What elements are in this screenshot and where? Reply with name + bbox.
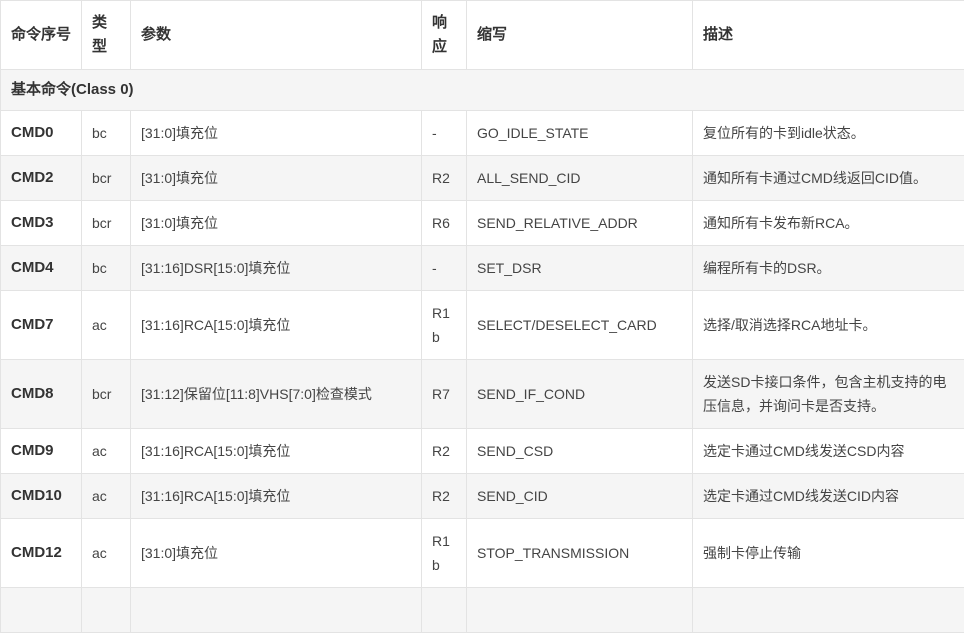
cell-resp: R2 (422, 429, 467, 474)
cell-param: [31:0]填充位 (131, 519, 422, 588)
empty-cell (693, 588, 964, 633)
cell-desc: 复位所有的卡到idle状态。 (693, 111, 964, 156)
header-row: 命令序号 类型 参数 响应 缩写 描述 (1, 1, 964, 70)
partial-next-row (1, 588, 964, 633)
cell-desc: 编程所有卡的DSR。 (693, 246, 964, 291)
cell-type: ac (82, 291, 131, 360)
cell-resp: R6 (422, 201, 467, 246)
cell-abbr: SELECT/DESELECT_CARD (467, 291, 693, 360)
cell-param: [31:16]RCA[15:0]填充位 (131, 474, 422, 519)
cell-type: bc (82, 246, 131, 291)
cell-param: [31:0]填充位 (131, 111, 422, 156)
cell-resp: R2 (422, 474, 467, 519)
cell-desc: 通知所有卡发布新RCA。 (693, 201, 964, 246)
cell-cmd: CMD2 (1, 156, 82, 201)
cell-param: [31:12]保留位[11:8]VHS[7:0]检查模式 (131, 360, 422, 429)
cell-desc: 选定卡通过CMD线发送CSD内容 (693, 429, 964, 474)
cell-cmd: CMD8 (1, 360, 82, 429)
cell-resp: - (422, 111, 467, 156)
cell-type: ac (82, 474, 131, 519)
section-row-class0: 基本命令(Class 0) (1, 70, 964, 111)
section-label: 基本命令(Class 0) (1, 70, 964, 111)
cell-abbr: SEND_IF_COND (467, 360, 693, 429)
col-header-type: 类型 (82, 1, 131, 70)
cell-cmd: CMD3 (1, 201, 82, 246)
cell-cmd: CMD12 (1, 519, 82, 588)
cell-type: bcr (82, 360, 131, 429)
cell-abbr: SEND_CID (467, 474, 693, 519)
cell-abbr: SEND_RELATIVE_ADDR (467, 201, 693, 246)
cell-resp: R2 (422, 156, 467, 201)
cell-param: [31:16]RCA[15:0]填充位 (131, 291, 422, 360)
cell-type: bcr (82, 201, 131, 246)
empty-cell (422, 588, 467, 633)
cell-abbr: ALL_SEND_CID (467, 156, 693, 201)
cell-desc: 通知所有卡通过CMD线返回CID值。 (693, 156, 964, 201)
cell-type: ac (82, 519, 131, 588)
cell-param: [31:0]填充位 (131, 156, 422, 201)
empty-cell (467, 588, 693, 633)
cell-abbr: SET_DSR (467, 246, 693, 291)
empty-cell (1, 588, 82, 633)
cell-param: [31:16]DSR[15:0]填充位 (131, 246, 422, 291)
cell-type: bc (82, 111, 131, 156)
cell-cmd: CMD7 (1, 291, 82, 360)
cell-param: [31:16]RCA[15:0]填充位 (131, 429, 422, 474)
col-header-parameter: 参数 (131, 1, 422, 70)
cell-cmd: CMD0 (1, 111, 82, 156)
cell-resp: R1b (422, 291, 467, 360)
cell-cmd: CMD10 (1, 474, 82, 519)
empty-cell (82, 588, 131, 633)
cell-cmd: CMD9 (1, 429, 82, 474)
cell-desc: 发送SD卡接口条件，包含主机支持的电压信息，并询问卡是否支持。 (693, 360, 964, 429)
cell-resp: R1b (422, 519, 467, 588)
cell-abbr: SEND_CSD (467, 429, 693, 474)
cell-desc: 强制卡停止传输 (693, 519, 964, 588)
col-header-command-number: 命令序号 (1, 1, 82, 70)
cell-abbr: GO_IDLE_STATE (467, 111, 693, 156)
cell-type: bcr (82, 156, 131, 201)
cell-desc: 选择/取消选择RCA地址卡。 (693, 291, 964, 360)
empty-cell (131, 588, 422, 633)
col-header-abbreviation: 缩写 (467, 1, 693, 70)
cell-param: [31:0]填充位 (131, 201, 422, 246)
col-header-description: 描述 (693, 1, 964, 70)
cell-cmd: CMD4 (1, 246, 82, 291)
cell-abbr: STOP_TRANSMISSION (467, 519, 693, 588)
cell-resp: R7 (422, 360, 467, 429)
cell-desc: 选定卡通过CMD线发送CID内容 (693, 474, 964, 519)
cell-resp: - (422, 246, 467, 291)
cell-type: ac (82, 429, 131, 474)
col-header-response: 响应 (422, 1, 467, 70)
